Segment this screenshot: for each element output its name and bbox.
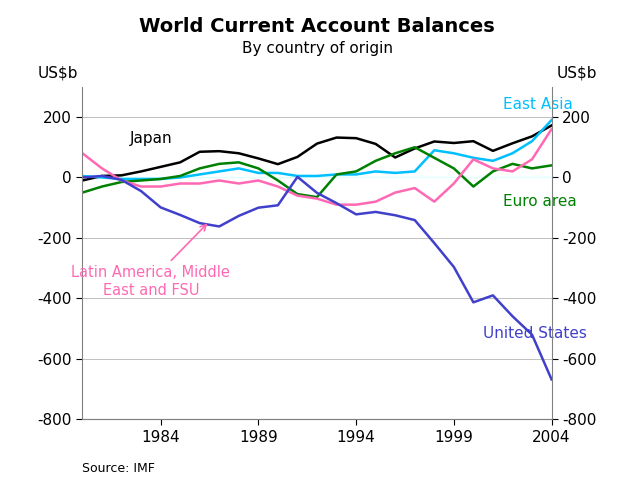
Text: Japan: Japan [129,131,172,147]
Text: East Asia: East Asia [503,96,573,111]
Text: Latin America, Middle
East and FSU: Latin America, Middle East and FSU [72,225,230,297]
Text: Euro area: Euro area [503,194,576,209]
Text: US$b: US$b [37,65,78,80]
Text: United States: United States [483,326,587,341]
Text: World Current Account Balances: World Current Account Balances [139,17,495,36]
Text: By country of origin: By country of origin [242,41,392,56]
Text: Source: IMF: Source: IMF [82,462,155,475]
Text: US$b: US$b [556,65,597,80]
